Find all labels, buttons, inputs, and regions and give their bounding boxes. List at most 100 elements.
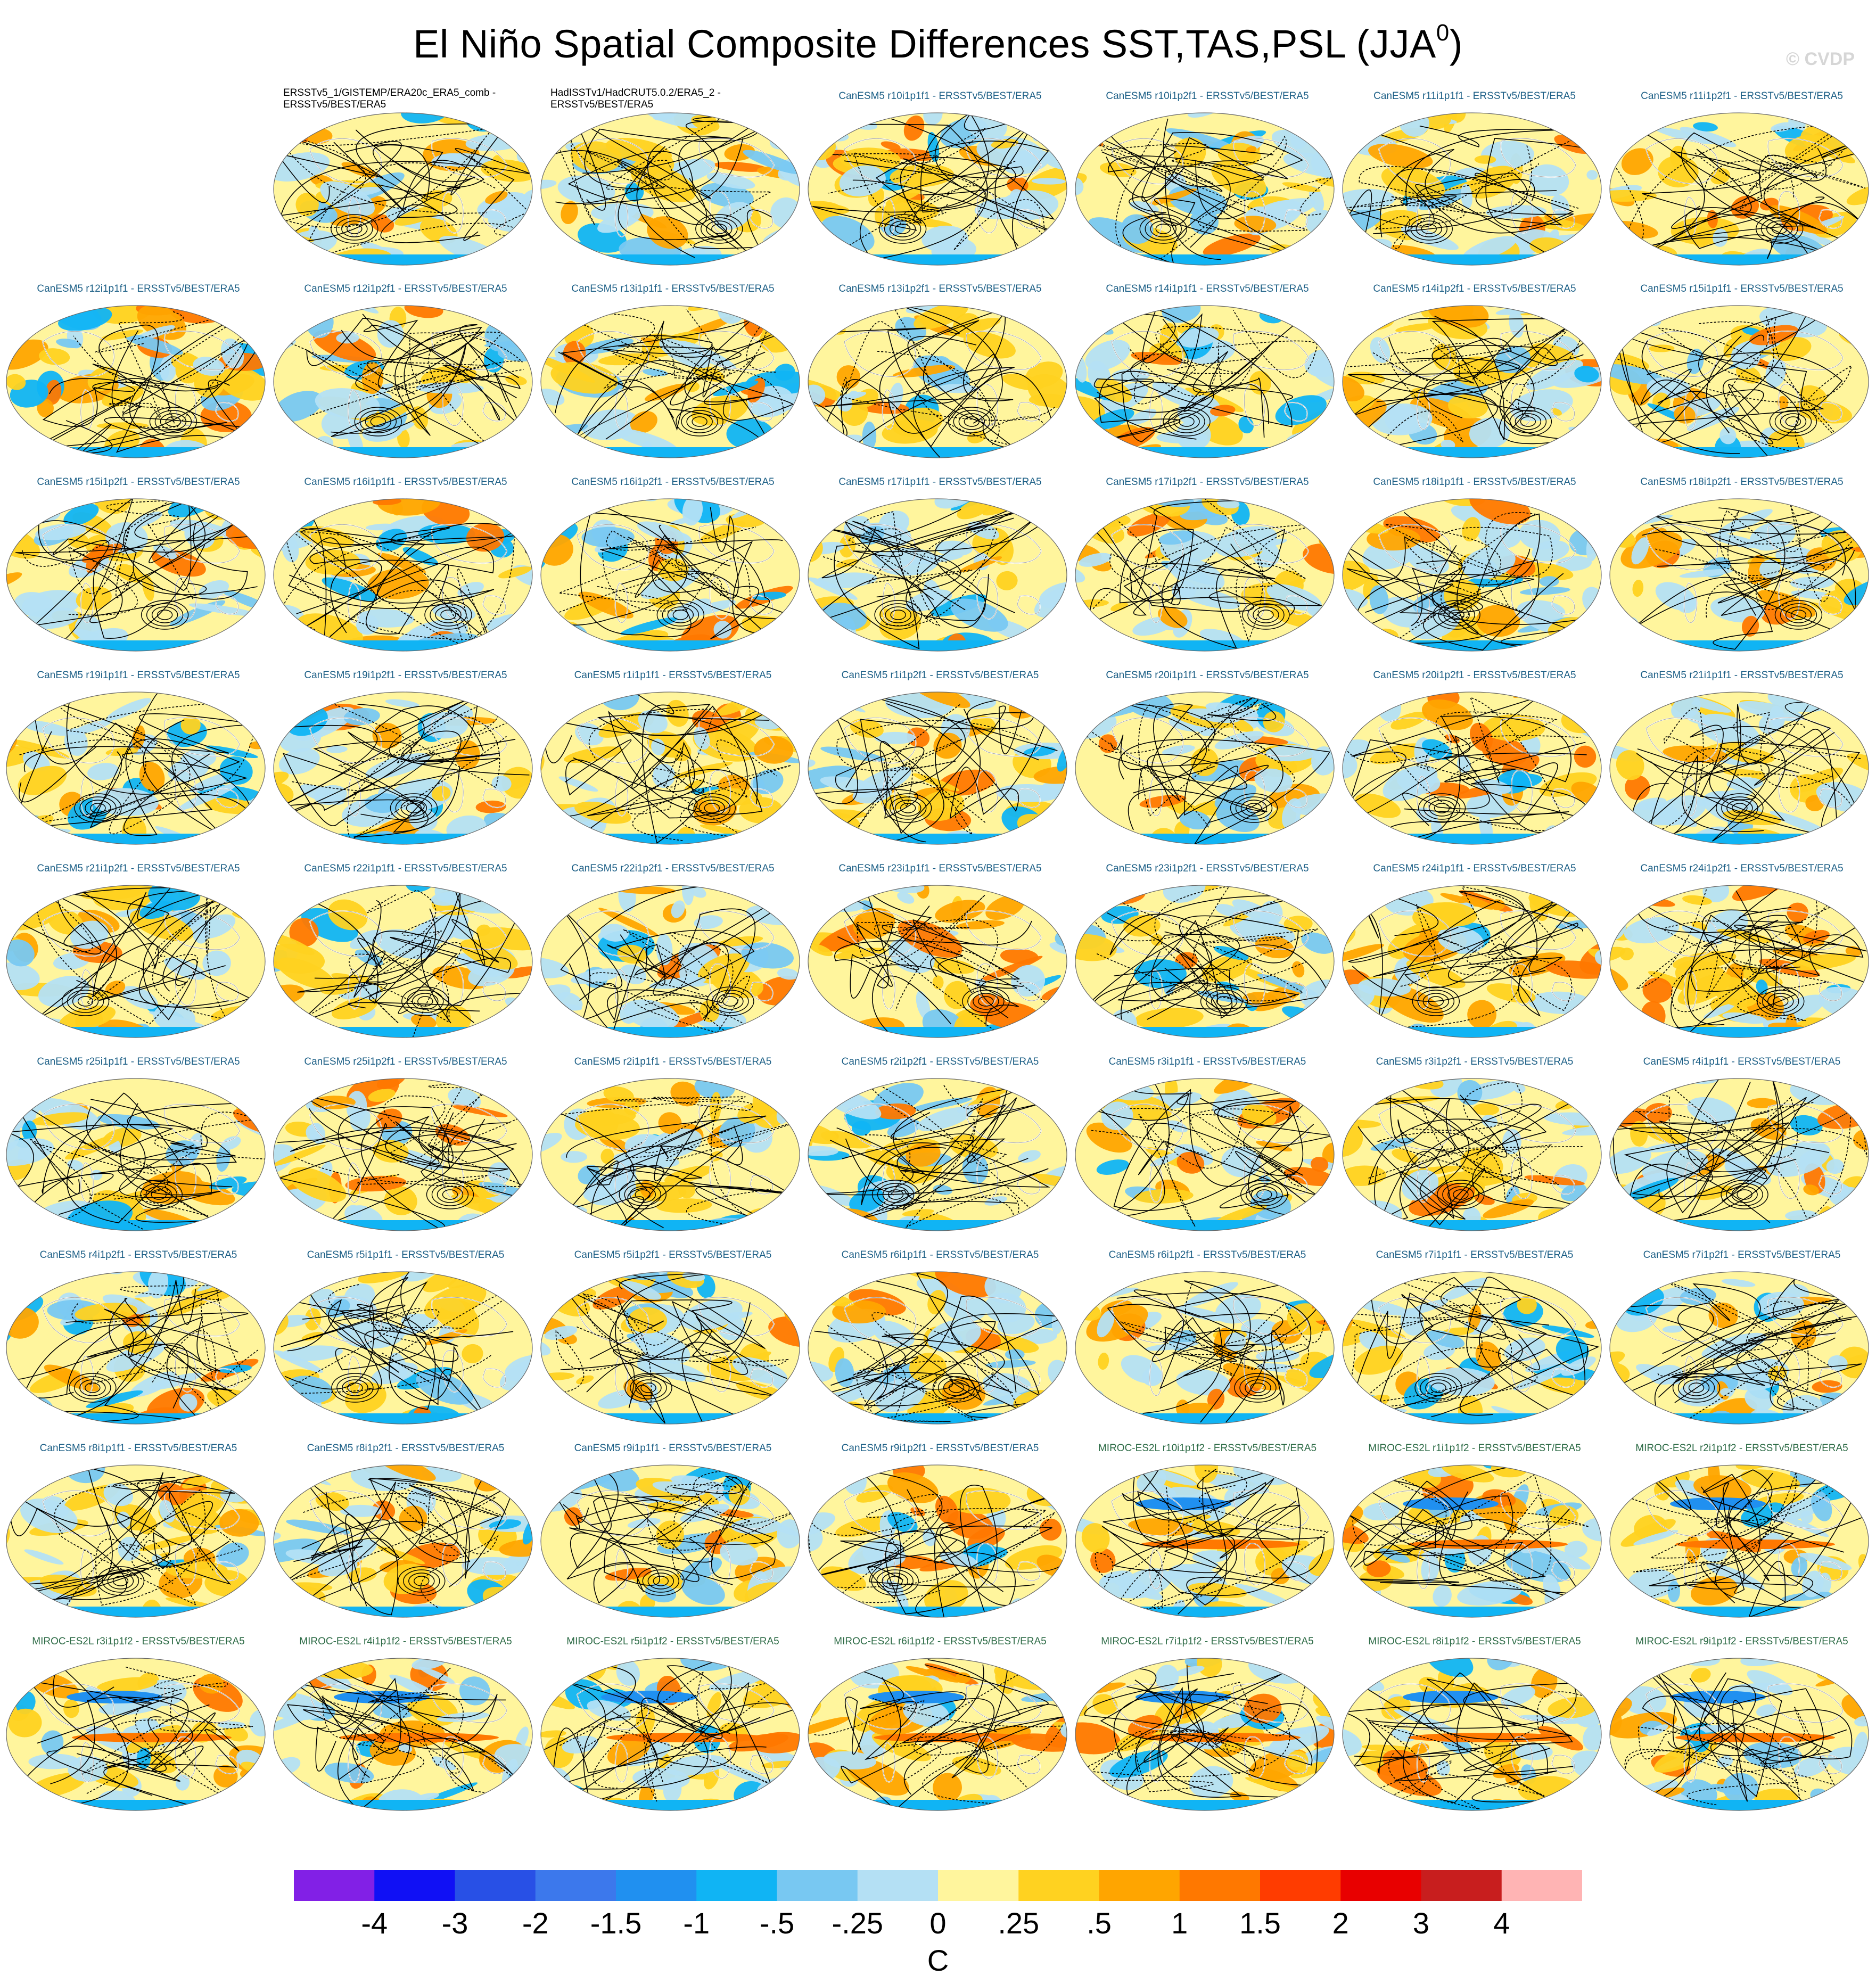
coastline bbox=[1819, 982, 1842, 1001]
anomaly-patch bbox=[541, 354, 595, 383]
panel-title: CanESM5 r16i1p2f1 - ERSSTv5/BEST/ERA5 bbox=[571, 476, 775, 488]
anomaly-patch bbox=[808, 1413, 1067, 1424]
anomaly-patch bbox=[1098, 1353, 1109, 1370]
anomaly-patch bbox=[344, 1283, 375, 1309]
coastline bbox=[1417, 1355, 1430, 1396]
panel-title: CanESM5 r12i1p1f1 - ERSSTv5/BEST/ERA5 bbox=[37, 283, 240, 294]
map-plot bbox=[1342, 1271, 1602, 1425]
anomaly-patch bbox=[1183, 1282, 1238, 1307]
map-outline bbox=[1342, 1464, 1602, 1618]
anomaly-patch bbox=[1390, 711, 1428, 730]
anomaly-patch bbox=[836, 558, 858, 568]
psl-contour bbox=[857, 894, 985, 1011]
anomaly-patch bbox=[1702, 885, 1730, 902]
anomaly-patch bbox=[902, 1209, 934, 1216]
anomaly-patch bbox=[1621, 148, 1653, 175]
panel-title: CanESM5 r8i1p1f1 - ERSSTv5/BEST/ERA5 bbox=[39, 1443, 237, 1454]
anomaly-patch bbox=[754, 736, 794, 764]
anomaly-patch bbox=[67, 1756, 108, 1782]
psl-contour bbox=[1343, 696, 1587, 820]
anomaly-patch bbox=[881, 794, 911, 810]
map-outline bbox=[273, 498, 533, 652]
psl-contour bbox=[1200, 986, 1248, 1016]
map-outline bbox=[6, 1464, 266, 1618]
psl-contour bbox=[1373, 887, 1578, 977]
psl-contour bbox=[1344, 1465, 1546, 1586]
anomaly-patch bbox=[1520, 587, 1570, 595]
psl-contour bbox=[640, 1382, 656, 1393]
psl-contour bbox=[1671, 886, 1864, 1035]
colorbar-swatch bbox=[1099, 1870, 1180, 1901]
anomaly-patch bbox=[561, 201, 578, 225]
panel-title: MIROC-ES2L r6i1p1f2 - ERSSTv5/BEST/ERA5 bbox=[834, 1636, 1047, 1647]
anomaly-patch bbox=[1343, 834, 1601, 844]
map-outline bbox=[1075, 1464, 1335, 1618]
map-outline bbox=[540, 1464, 800, 1618]
psl-contour bbox=[21, 500, 194, 599]
map-plot bbox=[808, 1078, 1067, 1231]
anomaly-patch bbox=[613, 113, 628, 115]
map-outline bbox=[540, 498, 800, 652]
anomaly-patch bbox=[1343, 1406, 1360, 1417]
anomaly-patch bbox=[1408, 1540, 1568, 1549]
anomaly-patch bbox=[215, 306, 248, 310]
psl-contour bbox=[958, 413, 985, 430]
colorbar-tick-label: -1.5 bbox=[590, 1906, 642, 1940]
anomaly-patch bbox=[75, 615, 101, 641]
anomaly-patch bbox=[1343, 739, 1370, 763]
anomaly-patch bbox=[1033, 766, 1067, 784]
coastline bbox=[976, 770, 998, 812]
anomaly-patch bbox=[575, 1113, 640, 1140]
psl-contour bbox=[1150, 220, 1176, 237]
anomaly-patch bbox=[1693, 1616, 1711, 1617]
anomaly-patch bbox=[1658, 155, 1699, 188]
anomaly-patch bbox=[56, 339, 82, 348]
psl-contour bbox=[1107, 912, 1233, 1020]
psl-contour bbox=[559, 526, 756, 613]
coastline bbox=[1017, 1175, 1040, 1195]
psl-contour bbox=[1347, 1480, 1570, 1598]
coastline bbox=[750, 1755, 773, 1774]
coastline bbox=[482, 1368, 506, 1388]
anomaly-patch bbox=[205, 745, 258, 759]
anomaly-patch bbox=[1343, 587, 1368, 610]
anomaly-patch bbox=[1133, 959, 1187, 989]
anomaly-patch bbox=[1486, 983, 1536, 1003]
coastline bbox=[1819, 788, 1842, 808]
panel-title: CanESM5 r2i1p1f1 - ERSSTv5/BEST/ERA5 bbox=[574, 1056, 772, 1067]
anomaly-patch bbox=[149, 1011, 207, 1028]
anomaly-patch bbox=[1644, 1103, 1672, 1124]
anomaly-patch bbox=[1041, 1605, 1067, 1617]
psl-contour bbox=[1618, 1471, 1854, 1602]
coastline bbox=[844, 1490, 916, 1536]
anomaly-patch bbox=[1343, 1027, 1601, 1038]
coastline bbox=[1551, 982, 1575, 1001]
anomaly-patch bbox=[1295, 692, 1334, 705]
anomaly-patch bbox=[903, 115, 925, 141]
anomaly-patch bbox=[1840, 432, 1869, 454]
coastline bbox=[175, 964, 196, 1006]
psl-contour bbox=[948, 1382, 965, 1393]
anomaly-patch bbox=[1194, 1465, 1219, 1483]
psl-contour bbox=[542, 1097, 781, 1231]
psl-contour bbox=[1368, 1132, 1583, 1201]
psl-contour bbox=[1416, 220, 1442, 237]
coastline bbox=[698, 1104, 775, 1143]
psl-contour bbox=[1386, 512, 1536, 648]
coastline bbox=[709, 191, 731, 233]
anomaly-patch bbox=[1610, 1607, 1869, 1617]
psl-contour bbox=[390, 1481, 516, 1588]
psl-contour bbox=[66, 1286, 234, 1407]
anomaly-patch bbox=[1134, 1007, 1204, 1030]
page-title: El Niño Spatial Composite Differences SS… bbox=[413, 20, 1463, 66]
anomaly-patch bbox=[325, 1658, 344, 1662]
anomaly-patch bbox=[563, 341, 586, 366]
psl-contour bbox=[635, 1379, 662, 1396]
anomaly-patch bbox=[1616, 750, 1644, 780]
anomaly-patch bbox=[1002, 446, 1055, 458]
panel-title: MIROC-ES2L r2i1p1f2 - ERSSTv5/BEST/ERA5 bbox=[1635, 1443, 1848, 1454]
anomaly-patch bbox=[1174, 1666, 1205, 1676]
anomaly-patch bbox=[968, 521, 1000, 540]
psl-contour bbox=[284, 1294, 458, 1390]
psl-contour bbox=[1185, 1283, 1328, 1370]
